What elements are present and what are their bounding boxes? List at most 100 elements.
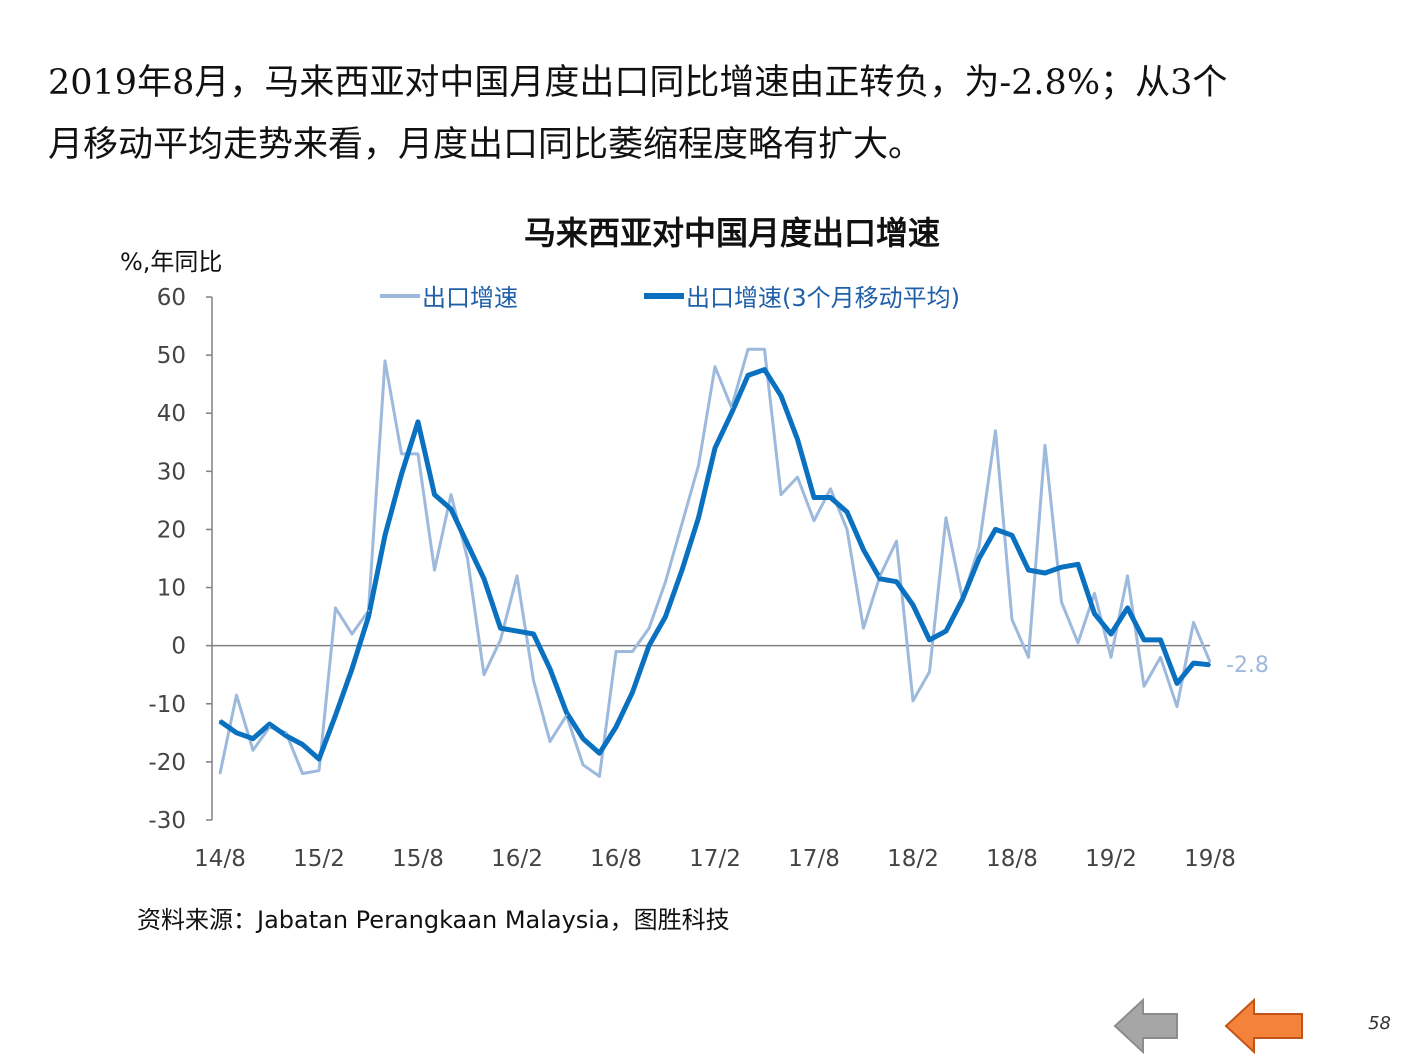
data-point (450, 508, 452, 511)
data-point (367, 609, 370, 612)
data-point (318, 757, 320, 760)
data-point (681, 569, 683, 572)
data-point (565, 711, 568, 714)
next-page-button[interactable] (1224, 996, 1306, 1056)
data-point (697, 464, 700, 467)
data-point (301, 743, 304, 746)
left-arrow-gray-icon (1113, 997, 1178, 1055)
series-line-raw (218, 347, 1212, 778)
x-tick-label: 18/2 (887, 846, 939, 872)
data-point (945, 516, 947, 519)
data-point (235, 694, 238, 697)
y-tick-label: 30 (157, 459, 186, 485)
data-point (631, 650, 634, 653)
data-point (1176, 682, 1178, 685)
y-axis: 60 50 40 30 20 10 0 -10 -20 -30 (148, 285, 212, 834)
y-axis-label: %,年同比 (120, 248, 222, 276)
data-point (747, 374, 749, 377)
y-tick-label: 10 (157, 576, 186, 602)
data-point (862, 548, 865, 551)
data-point (285, 731, 287, 734)
data-point (466, 542, 469, 545)
data-point (1126, 606, 1129, 609)
data-point (664, 580, 667, 583)
data-point (1209, 663, 1211, 666)
data-point (961, 598, 964, 601)
y-tick-label: -20 (148, 750, 186, 776)
data-point (565, 714, 568, 717)
data-point (615, 650, 617, 653)
data-point (532, 633, 535, 636)
data-point (994, 429, 997, 432)
data-point (1126, 574, 1129, 577)
data-point (1060, 566, 1063, 569)
data-point (862, 627, 865, 630)
data-point (829, 487, 832, 490)
x-tick-label: 17/8 (788, 846, 840, 872)
legend: 出口增速 出口增速(3个月移动平均) (380, 284, 960, 312)
chart-title: 马来西亚对中国月度出口增速 (524, 214, 940, 252)
data-point (549, 740, 551, 743)
data-point (747, 348, 749, 351)
data-point (730, 412, 733, 415)
headline: 2019年8月，马来西亚对中国月度出口同比增速由正转负，为-2.8%；从3个 月… (48, 52, 1378, 176)
data-point (813, 496, 815, 499)
data-point (763, 368, 766, 371)
y-tick-label: 50 (157, 343, 186, 369)
data-point (1143, 685, 1145, 688)
data-point (384, 534, 386, 537)
data-point (516, 630, 518, 633)
x-tick-label: 19/8 (1184, 846, 1236, 872)
prev-page-button[interactable] (1113, 996, 1181, 1056)
data-point (268, 723, 271, 726)
data-point (813, 519, 815, 522)
series-line-ma (218, 367, 1211, 762)
left-arrow-orange-icon (1224, 997, 1303, 1055)
data-point (928, 670, 931, 673)
data-point (582, 763, 584, 766)
data-point (1143, 638, 1145, 641)
x-axis: 14/8 15/2 15/8 16/2 16/8 17/2 17/8 18/2 18/8 19/2… (194, 846, 1236, 872)
y-tick-label: 0 (171, 634, 186, 660)
data-point (912, 699, 914, 702)
data-point (879, 577, 881, 580)
data-point (1027, 569, 1030, 572)
data-point (846, 528, 848, 531)
data-point (400, 452, 403, 455)
data-point (450, 493, 452, 496)
data-point (417, 452, 419, 455)
data-point (318, 769, 320, 772)
data-point (615, 726, 617, 729)
data-point (334, 714, 337, 717)
data-point (912, 603, 914, 606)
data-point (483, 673, 485, 676)
data-point (1192, 662, 1195, 665)
x-tick-label: 19/2 (1085, 846, 1137, 872)
data-point (1077, 563, 1079, 566)
data-point (1011, 618, 1013, 621)
y-tick-label: 20 (157, 517, 186, 543)
data-point (895, 540, 898, 543)
data-point (400, 473, 403, 476)
data-point (648, 644, 650, 647)
data-point (466, 557, 469, 560)
data-point (1093, 612, 1096, 615)
legend-label-ma: 出口增速(3个月移动平均) (686, 284, 960, 312)
data-point (252, 749, 254, 752)
data-point (763, 348, 766, 351)
data-point (532, 679, 535, 682)
data-point (1110, 633, 1112, 636)
data-point (780, 493, 782, 496)
data-point (367, 615, 370, 618)
data-point (219, 772, 221, 775)
data-point (895, 580, 898, 583)
source-note: 资料来源：Jabatan Perangkaan Malaysia，图胜科技 (137, 906, 730, 934)
x-tick-label: 16/8 (590, 846, 642, 872)
data-point (1159, 638, 1162, 641)
y-tick-label: -10 (148, 692, 186, 718)
y-tick-label: 40 (157, 401, 186, 427)
data-point (714, 447, 716, 450)
series-points-ma (219, 368, 1211, 760)
page-number: 58 (1368, 1013, 1391, 1034)
data-point (1027, 656, 1030, 659)
